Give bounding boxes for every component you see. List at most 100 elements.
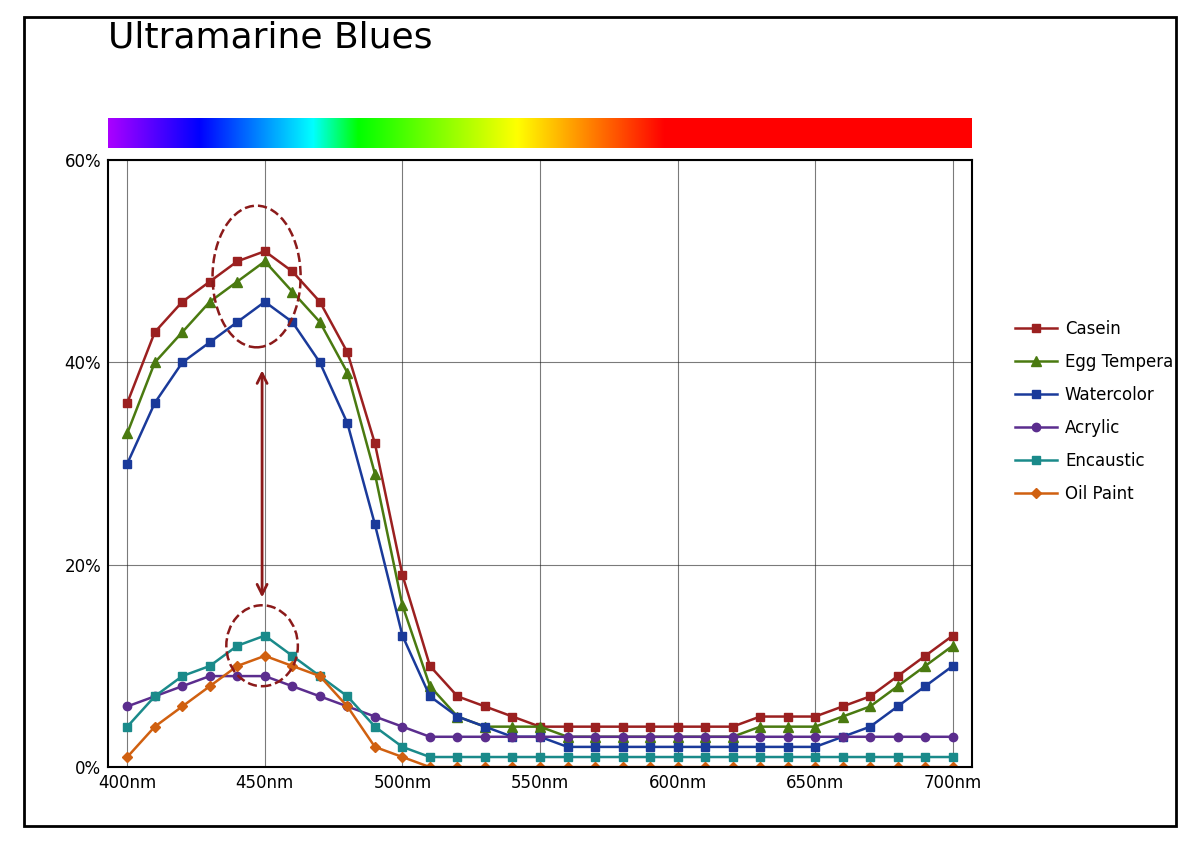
- Watercolor: [120, 459, 134, 469]
- Encaustic: [560, 752, 575, 762]
- Encaustic: [175, 671, 190, 681]
- Egg Tempera: [175, 327, 190, 337]
- Acrylic: [780, 732, 794, 742]
- Acrylic: [698, 732, 713, 742]
- Egg Tempera: [918, 661, 932, 671]
- Encaustic: [835, 752, 850, 762]
- Egg Tempera: [313, 317, 328, 327]
- Acrylic: [560, 732, 575, 742]
- Casein: [313, 297, 328, 307]
- Acrylic: [946, 732, 960, 742]
- Egg Tempera: [148, 357, 162, 368]
- Egg Tempera: [450, 711, 464, 722]
- Oil Paint: [946, 762, 960, 772]
- Oil Paint: [698, 762, 713, 772]
- Casein: [560, 722, 575, 732]
- Egg Tempera: [478, 722, 492, 732]
- Casein: [835, 701, 850, 711]
- Oil Paint: [808, 762, 822, 772]
- Oil Paint: [450, 762, 464, 772]
- Oil Paint: [918, 762, 932, 772]
- Oil Paint: [340, 701, 354, 711]
- Casein: [286, 266, 300, 277]
- Encaustic: [616, 752, 630, 762]
- Line: Oil Paint: Oil Paint: [124, 652, 956, 771]
- Egg Tempera: [422, 681, 437, 691]
- Watercolor: [698, 742, 713, 752]
- Acrylic: [450, 732, 464, 742]
- Casein: [918, 651, 932, 661]
- Casein: [422, 661, 437, 671]
- Acrylic: [120, 701, 134, 711]
- Acrylic: [340, 701, 354, 711]
- Watercolor: [863, 722, 877, 732]
- Egg Tempera: [203, 297, 217, 307]
- Watercolor: [340, 418, 354, 428]
- Egg Tempera: [863, 701, 877, 711]
- Watercolor: [175, 357, 190, 368]
- Oil Paint: [478, 762, 492, 772]
- Acrylic: [835, 732, 850, 742]
- Acrylic: [395, 722, 409, 732]
- Acrylic: [175, 681, 190, 691]
- Egg Tempera: [258, 256, 272, 266]
- Egg Tempera: [643, 732, 658, 742]
- Text: Ultramarine Blues: Ultramarine Blues: [108, 21, 432, 55]
- Egg Tempera: [230, 277, 245, 287]
- Egg Tempera: [726, 732, 740, 742]
- Casein: [698, 722, 713, 732]
- Egg Tempera: [616, 732, 630, 742]
- Acrylic: [367, 711, 382, 722]
- Egg Tempera: [120, 428, 134, 438]
- Acrylic: [533, 732, 547, 742]
- Acrylic: [643, 732, 658, 742]
- Egg Tempera: [835, 711, 850, 722]
- Encaustic: [752, 752, 767, 762]
- Acrylic: [890, 732, 905, 742]
- Watercolor: [148, 398, 162, 408]
- Watercolor: [671, 742, 685, 752]
- Egg Tempera: [780, 722, 794, 732]
- Oil Paint: [780, 762, 794, 772]
- Casein: [230, 256, 245, 266]
- Casein: [863, 691, 877, 701]
- Casein: [726, 722, 740, 732]
- Oil Paint: [671, 762, 685, 772]
- Oil Paint: [863, 762, 877, 772]
- Encaustic: [533, 752, 547, 762]
- Watercolor: [450, 711, 464, 722]
- Encaustic: [230, 641, 245, 651]
- Legend: Casein, Egg Tempera, Watercolor, Acrylic, Encaustic, Oil Paint: Casein, Egg Tempera, Watercolor, Acrylic…: [1015, 320, 1174, 503]
- Encaustic: [698, 752, 713, 762]
- Oil Paint: [422, 762, 437, 772]
- Watercolor: [726, 742, 740, 752]
- Watercolor: [533, 732, 547, 742]
- Watercolor: [230, 317, 245, 327]
- Casein: [505, 711, 520, 722]
- Casein: [533, 722, 547, 732]
- Oil Paint: [643, 762, 658, 772]
- Egg Tempera: [671, 732, 685, 742]
- Oil Paint: [752, 762, 767, 772]
- Line: Casein: Casein: [124, 247, 956, 731]
- Egg Tempera: [286, 287, 300, 297]
- Casein: [780, 711, 794, 722]
- Watercolor: [478, 722, 492, 732]
- Casein: [175, 297, 190, 307]
- Encaustic: [422, 752, 437, 762]
- Encaustic: [340, 691, 354, 701]
- Acrylic: [588, 732, 602, 742]
- Egg Tempera: [505, 722, 520, 732]
- Oil Paint: [175, 701, 190, 711]
- Casein: [671, 722, 685, 732]
- Encaustic: [367, 722, 382, 732]
- Oil Paint: [258, 651, 272, 661]
- Casein: [120, 398, 134, 408]
- Oil Paint: [148, 722, 162, 732]
- Watercolor: [395, 631, 409, 641]
- Oil Paint: [890, 762, 905, 772]
- Watercolor: [808, 742, 822, 752]
- Watercolor: [367, 519, 382, 529]
- Oil Paint: [533, 762, 547, 772]
- Watercolor: [560, 742, 575, 752]
